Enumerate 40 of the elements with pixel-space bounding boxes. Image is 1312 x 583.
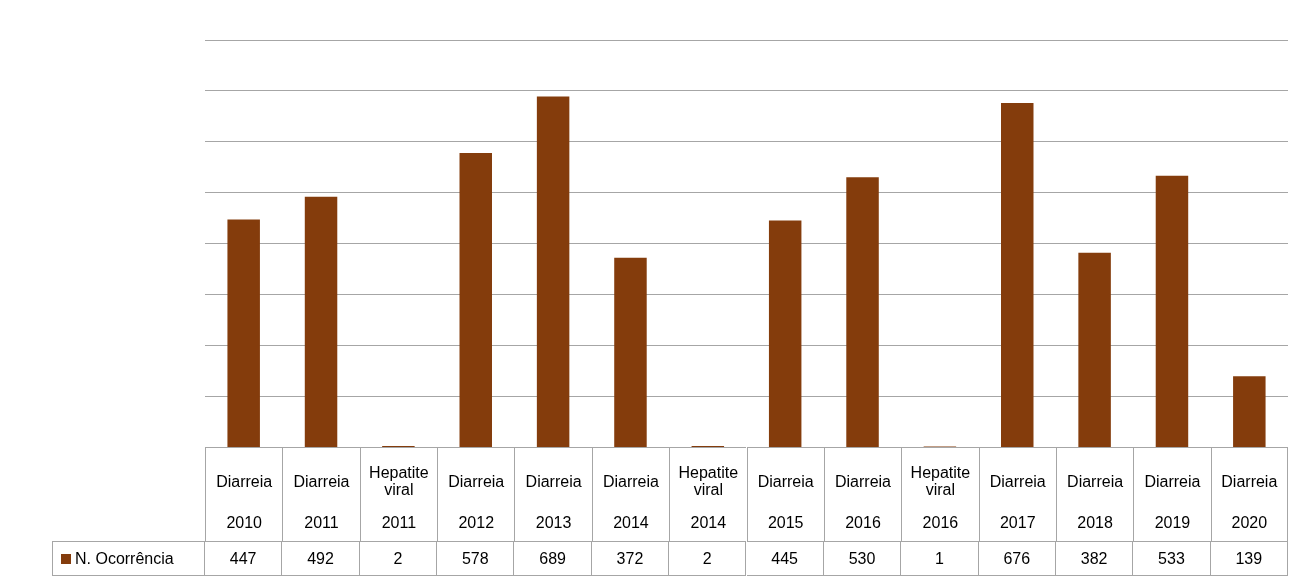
bar	[536, 96, 570, 447]
data-label: 530	[848, 549, 876, 568]
bar	[459, 152, 492, 447]
category-label: Diarreia 2013	[525, 472, 582, 531]
category-label: Diarreia 2020	[1221, 472, 1278, 531]
data-label: 2	[702, 549, 712, 568]
data-label: 492	[307, 549, 334, 568]
category-label: Diarreia 2018	[1067, 472, 1124, 531]
bar	[1233, 376, 1266, 447]
category-label: Diarreia 2011	[293, 472, 350, 531]
data-label: 382	[1080, 549, 1108, 568]
data-label: 2	[393, 549, 403, 568]
bar	[1155, 175, 1189, 447]
data-label: 533	[1158, 549, 1185, 568]
bar	[768, 220, 802, 447]
x-tick-label: Hepatite viral 2016	[902, 448, 979, 542]
category-label: Diarreia 2016	[835, 472, 892, 531]
category-label: Diarreia 2014	[602, 472, 659, 531]
bar	[1001, 103, 1034, 447]
category-label: Diarreia 2010	[216, 472, 273, 531]
bar	[1078, 252, 1111, 447]
category-label: Diarreia 2017	[989, 472, 1046, 531]
data-label: 445	[771, 549, 799, 568]
bar	[846, 177, 879, 447]
bar	[614, 257, 647, 447]
bar	[304, 196, 338, 447]
data-label: 372	[616, 549, 644, 568]
data-label: 139	[1235, 549, 1263, 568]
data-label: 676	[1003, 549, 1031, 568]
x-tick-label: Hepatite viral 2014	[670, 448, 747, 542]
bar	[227, 219, 260, 447]
category-label: Diarreia 2015	[757, 472, 814, 531]
category-label: Diarreia 2012	[448, 472, 505, 531]
x-tick-label: Hepatite viral 2011	[360, 448, 438, 542]
data-label: 447	[229, 549, 257, 568]
data-label: 578	[461, 549, 489, 568]
data-label: 689	[539, 549, 566, 568]
legend-label: N. Ocorrência	[75, 549, 174, 568]
data-label: 1	[934, 549, 944, 568]
category-label: Diarreia 2019	[1144, 472, 1201, 531]
